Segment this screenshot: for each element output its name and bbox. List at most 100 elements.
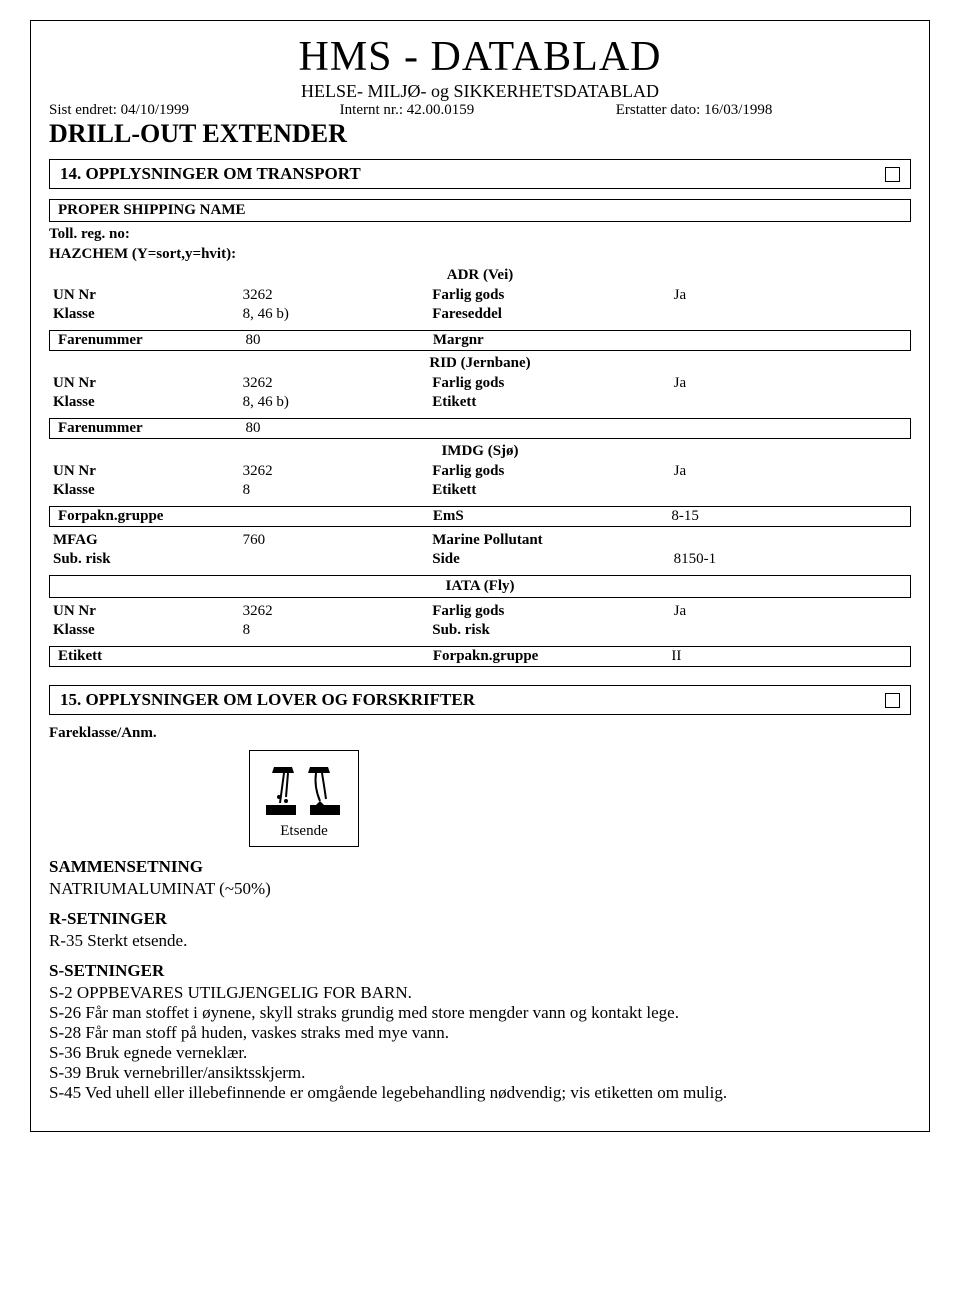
- imdg-table: UN Nr 3262 Farlig gods Ja Klasse 8 Etike…: [49, 462, 911, 500]
- imdg-klasse: 8: [239, 481, 429, 500]
- adr-farenr-bar: Farenummer 80 Margnr: [49, 330, 911, 351]
- iata-forpakn: II: [667, 647, 906, 666]
- rid-farenr-bar: Farenummer 80: [49, 418, 911, 439]
- hazchem-label: HAZCHEM (Y=sort,y=hvit):: [49, 246, 911, 263]
- rid-etikett: [670, 393, 911, 412]
- section-14-checkbox: [885, 167, 900, 182]
- table-row: Klasse 8 Sub. risk: [49, 621, 911, 640]
- iata-etikett: [241, 647, 428, 666]
- fareklasse-label: Fareklasse/Anm.: [49, 725, 911, 742]
- rid-fg: Ja: [670, 374, 911, 393]
- section-15-title: 15. OPPLYSNINGER OM LOVER OG FORSKRIFTER: [60, 690, 475, 710]
- table-row: Sub. risk Side 8150-1: [49, 550, 911, 569]
- adr-klasse-label: Klasse: [49, 305, 239, 324]
- rid-farenr: 80: [241, 419, 428, 438]
- iata-etikett-label: Etikett: [54, 647, 241, 666]
- adr-seddel-label: Fareseddel: [428, 305, 669, 324]
- adr-fg-label: Farlig gods: [428, 286, 669, 305]
- adr-seddel: [670, 305, 911, 324]
- section-14-title: 14. OPPLYSNINGER OM TRANSPORT: [60, 164, 361, 184]
- s-head: S-SETNINGER: [49, 961, 911, 981]
- adr-farenr-label: Farenummer: [54, 331, 241, 350]
- sammen-head: SAMMENSETNING: [49, 857, 911, 877]
- replaces-value: 16/03/1998: [704, 102, 772, 118]
- product-name: DRILL-OUT EXTENDER: [49, 119, 911, 149]
- s-phrase: S-36 Bruk egnede verneklær.: [49, 1043, 911, 1063]
- meta-row: Sist endret: 04/10/1999 Internt nr.: 42.…: [49, 102, 911, 119]
- iata-etikett-bar: Etikett Forpakn.gruppe II: [49, 646, 911, 667]
- rid-heading: RID (Jernbane): [49, 355, 911, 372]
- iata-heading: IATA (Fly): [445, 578, 514, 594]
- imdg-ems: 8-15: [667, 507, 906, 526]
- subtitle: HELSE- MILJØ- og SIKKERHETSDATABLAD: [49, 81, 911, 102]
- section-15-header: 15. OPPLYSNINGER OM LOVER OG FORSKRIFTER: [49, 685, 911, 715]
- table-row: UN Nr 3262 Farlig gods Ja: [49, 462, 911, 481]
- adr-table: UN Nr 3262 Farlig gods Ja Klasse 8, 46 b…: [49, 286, 911, 324]
- rid-un-label: UN Nr: [49, 374, 239, 393]
- table-row: UN Nr 3262 Farlig gods Ja: [49, 286, 911, 305]
- iata-fg: Ja: [670, 602, 911, 621]
- imdg-forpakn-bar: Forpakn.gruppe EmS 8-15: [49, 506, 911, 527]
- imdg-table-2: MFAG 760 Marine Pollutant Sub. risk Side…: [49, 531, 911, 569]
- main-title: HMS - DATABLAD: [49, 33, 911, 81]
- iata-fg-label: Farlig gods: [428, 602, 669, 621]
- iata-un: 3262: [239, 602, 429, 621]
- rid-klasse-label: Klasse: [49, 393, 239, 412]
- table-row: UN Nr 3262 Farlig gods Ja: [49, 602, 911, 621]
- iata-forpakn-label: Forpakn.gruppe: [429, 647, 668, 666]
- imdg-subrisk: [239, 550, 429, 569]
- table-row: Farenummer 80: [54, 419, 906, 438]
- rid-table: UN Nr 3262 Farlig gods Ja Klasse 8, 46 b…: [49, 374, 911, 412]
- r-head: R-SETNINGER: [49, 909, 911, 929]
- table-row: Etikett Forpakn.gruppe II: [54, 647, 906, 666]
- iata-un-label: UN Nr: [49, 602, 239, 621]
- r-phrase: R-35 Sterkt etsende.: [49, 931, 911, 951]
- iata-heading-bar: IATA (Fly): [49, 575, 911, 598]
- rid-farenr-label: Farenummer: [54, 419, 241, 438]
- table-row: MFAG 760 Marine Pollutant: [49, 531, 911, 550]
- imdg-forpakn-label: Forpakn.gruppe: [54, 507, 241, 526]
- sammen-body: NATRIUMALUMINAT (~50%): [49, 879, 911, 899]
- table-row: Farenummer 80 Margnr: [54, 331, 906, 350]
- toll-reg-label: Toll. reg. no:: [49, 226, 911, 243]
- last-changed-label: Sist endret:: [49, 102, 117, 118]
- s-phrase: S-28 Får man stoff på huden, vaskes stra…: [49, 1023, 911, 1043]
- section-15-checkbox: [885, 693, 900, 708]
- imdg-subrisk-label: Sub. risk: [49, 550, 239, 569]
- imdg-etikett-label: Etikett: [428, 481, 669, 500]
- iata-klasse: 8: [239, 621, 429, 640]
- adr-un: 3262: [239, 286, 429, 305]
- hazard-pictogram-box: Etsende: [249, 750, 359, 847]
- iata-table: UN Nr 3262 Farlig gods Ja Klasse 8 Sub. …: [49, 602, 911, 640]
- internal-label: Internt nr.:: [340, 102, 403, 118]
- imdg-ems-label: EmS: [429, 507, 668, 526]
- r-lines: R-35 Sterkt etsende.: [49, 931, 911, 951]
- imdg-mfag: 760: [239, 531, 429, 550]
- iata-klasse-label: Klasse: [49, 621, 239, 640]
- adr-margnr-label: Margnr: [429, 331, 668, 350]
- table-row: Klasse 8, 46 b) Fareseddel: [49, 305, 911, 324]
- imdg-heading: IMDG (Sjø): [49, 443, 911, 460]
- s-phrase: S-2 OPPBEVARES UTILGJENGELIG FOR BARN.: [49, 983, 911, 1003]
- s-lines: S-2 OPPBEVARES UTILGJENGELIG FOR BARN. S-…: [49, 983, 911, 1103]
- document-frame: HMS - DATABLAD HELSE- MILJØ- og SIKKERHE…: [30, 20, 930, 1132]
- imdg-fg-label: Farlig gods: [428, 462, 669, 481]
- rid-etikett-label: Etikett: [428, 393, 669, 412]
- table-row: Forpakn.gruppe EmS 8-15: [54, 507, 906, 526]
- iata-subrisk-label: Sub. risk: [428, 621, 669, 640]
- section-14-header: 14. OPPLYSNINGER OM TRANSPORT: [49, 159, 911, 189]
- adr-un-label: UN Nr: [49, 286, 239, 305]
- table-row: UN Nr 3262 Farlig gods Ja: [49, 374, 911, 393]
- adr-heading: ADR (Vei): [49, 267, 911, 284]
- rid-klasse: 8, 46 b): [239, 393, 429, 412]
- imdg-side: 8150-1: [670, 550, 911, 569]
- shipping-name-bar: PROPER SHIPPING NAME: [49, 199, 911, 222]
- imdg-side-label: Side: [428, 550, 669, 569]
- last-changed-value: 04/10/1999: [121, 102, 189, 118]
- replaces-label: Erstatter dato:: [616, 102, 701, 118]
- adr-margnr: [667, 331, 906, 350]
- imdg-fg: Ja: [670, 462, 911, 481]
- imdg-un: 3262: [239, 462, 429, 481]
- imdg-etikett: [670, 481, 911, 500]
- corrosive-icon: [264, 757, 344, 817]
